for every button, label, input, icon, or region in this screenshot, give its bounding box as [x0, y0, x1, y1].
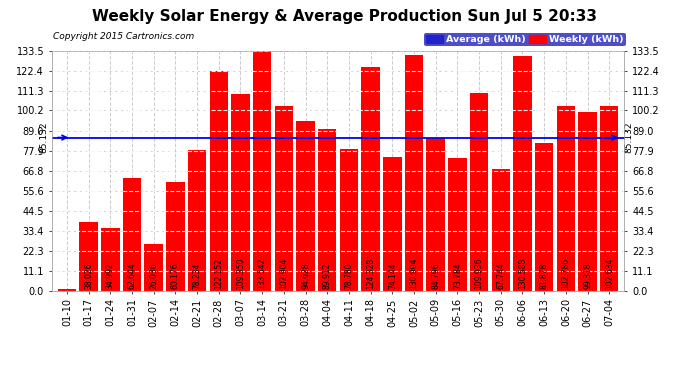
Text: 109.350: 109.350	[236, 257, 245, 289]
Bar	[166, 183, 185, 291]
Bar	[426, 138, 445, 291]
Text: 94.628: 94.628	[301, 262, 310, 289]
Text: 60.176: 60.176	[171, 262, 180, 289]
Bar	[79, 222, 98, 291]
Bar	[600, 106, 618, 291]
Text: Weekly Solar Energy & Average Production Sun Jul 5 20:33: Weekly Solar Energy & Average Production…	[92, 9, 598, 24]
Text: 38.026: 38.026	[84, 262, 93, 289]
Bar	[513, 56, 532, 291]
Bar	[557, 106, 575, 291]
Text: 67.744: 67.744	[496, 262, 505, 289]
Bar	[362, 67, 380, 291]
Bar	[123, 178, 141, 291]
Bar	[253, 51, 271, 291]
Text: 122.152: 122.152	[215, 258, 224, 289]
Bar	[58, 289, 76, 291]
Text: 73.784: 73.784	[453, 262, 462, 289]
Text: 130.588: 130.588	[518, 258, 527, 289]
Text: 85.132: 85.132	[39, 122, 48, 153]
Text: 99.318: 99.318	[583, 262, 592, 289]
Text: 130.904: 130.904	[410, 257, 419, 289]
Text: 34.992: 34.992	[106, 262, 115, 289]
Text: 26.036: 26.036	[149, 262, 158, 289]
Bar	[339, 149, 358, 291]
Bar	[535, 143, 553, 291]
Text: 81.878: 81.878	[540, 262, 549, 289]
Bar	[448, 158, 466, 291]
Text: 78.780: 78.780	[344, 262, 353, 289]
Text: 102.634: 102.634	[604, 258, 614, 289]
Text: 124.328: 124.328	[366, 258, 375, 289]
Bar	[383, 158, 402, 291]
Bar	[210, 71, 228, 291]
Bar	[405, 55, 423, 291]
Text: 89.912: 89.912	[323, 262, 332, 289]
Text: 78.234: 78.234	[193, 262, 201, 289]
Text: 102.786: 102.786	[562, 258, 571, 289]
Bar	[231, 94, 250, 291]
Text: 62.644: 62.644	[128, 262, 137, 289]
Legend: Average (kWh), Weekly (kWh): Average (kWh), Weekly (kWh)	[424, 33, 626, 46]
Bar	[491, 169, 510, 291]
Bar	[578, 112, 597, 291]
Text: Copyright 2015 Cartronics.com: Copyright 2015 Cartronics.com	[53, 32, 195, 41]
Text: 85.132: 85.132	[624, 122, 633, 153]
Bar	[144, 244, 163, 291]
Text: 133.542: 133.542	[257, 258, 266, 289]
Text: 102.904: 102.904	[279, 258, 288, 289]
Bar	[101, 228, 119, 291]
Text: 109.936: 109.936	[475, 257, 484, 289]
Bar	[188, 150, 206, 291]
Bar	[275, 106, 293, 291]
Bar	[470, 93, 489, 291]
Bar	[296, 120, 315, 291]
Text: 74.144: 74.144	[388, 262, 397, 289]
Text: 84.796: 84.796	[431, 262, 440, 289]
Bar	[318, 129, 337, 291]
